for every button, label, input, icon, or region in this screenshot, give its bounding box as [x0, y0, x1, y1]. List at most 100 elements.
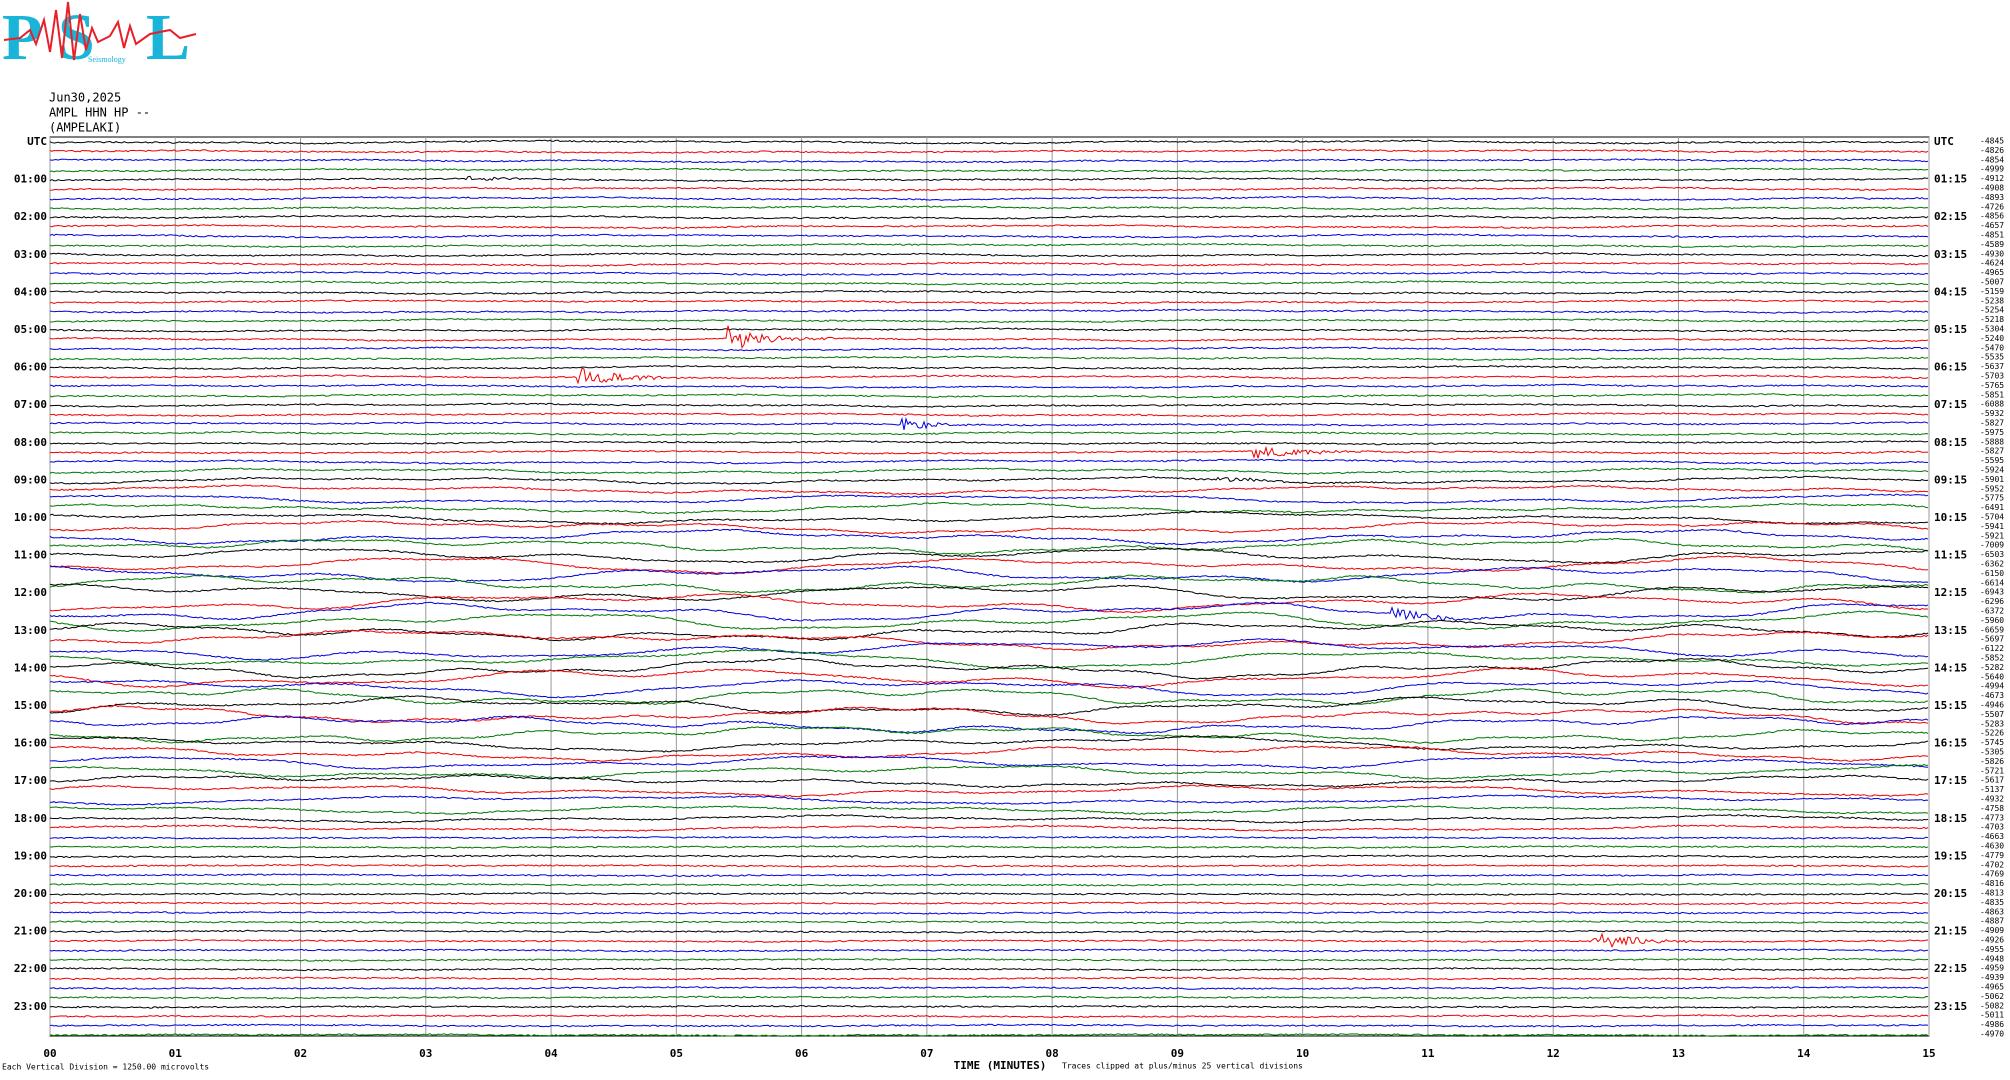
trace: [49, 484, 1929, 496]
hour-label-right: 01:15: [1934, 173, 1967, 186]
hour-label-right: 04:15: [1934, 285, 1967, 298]
trace: [49, 976, 1929, 981]
station: (AMPELAKI): [49, 121, 121, 135]
trace: [49, 794, 1929, 806]
trace-offset: -4773: [1980, 813, 2004, 822]
hour-label-right: 02:15: [1934, 210, 1967, 223]
trace-offset: -5765: [1980, 381, 2004, 390]
trace: [49, 547, 1929, 564]
minute-label: 02: [294, 1047, 307, 1060]
hour-label-left: 05:00: [14, 323, 47, 336]
hour-label-left: 21:00: [14, 925, 47, 938]
trace: [49, 502, 1929, 515]
trace-offset: -5283: [1980, 719, 2004, 728]
trace-offset: -4657: [1980, 221, 2004, 230]
trace-offset: -4758: [1980, 804, 2004, 813]
minute-label: 12: [1547, 1047, 1560, 1060]
trace-offset: -5254: [1980, 306, 2004, 315]
trace-offset: -4769: [1980, 870, 2004, 879]
trace-offset: -6088: [1980, 400, 2004, 409]
trace-offset: -6491: [1980, 503, 2004, 512]
hour-label-left: 01:00: [14, 173, 47, 186]
trace: [49, 805, 1929, 815]
trace: [49, 666, 1929, 689]
trace: [49, 318, 1929, 323]
trace: [49, 327, 1929, 333]
trace-offset: -6372: [1980, 607, 2004, 616]
trace: [49, 705, 1929, 725]
hour-label-right: 14:15: [1934, 661, 1967, 674]
trace: [49, 393, 1929, 399]
minute-label: 14: [1797, 1047, 1811, 1060]
trace: [50, 755, 1929, 770]
trace-offset: -5617: [1980, 776, 2004, 785]
hour-label-left: 09:00: [14, 473, 47, 486]
trace: [49, 715, 1929, 735]
trace: [49, 233, 1929, 239]
trace: [49, 657, 1929, 680]
hour-label-left: 02:00: [14, 210, 47, 223]
trace-offset: -4930: [1980, 249, 2004, 258]
hour-label-right: UTC: [1934, 135, 1954, 148]
trace-offset: -5960: [1980, 616, 2004, 625]
trace-offset: -6362: [1980, 560, 2004, 569]
hour-label-right: 11:15: [1934, 549, 1967, 562]
trace-offset: -5851: [1980, 390, 2004, 399]
logo-subtitle: Seismology: [88, 55, 126, 64]
trace-offset: -4965: [1980, 983, 2004, 992]
trace: [49, 638, 1929, 661]
trace-offset: -5007: [1980, 278, 2004, 287]
trace-offset: -5011: [1980, 1011, 2004, 1020]
channel: AMPL HHN HP --: [49, 106, 150, 120]
trace-offset: -5470: [1980, 343, 2004, 352]
trace-offset: -5697: [1980, 635, 2004, 644]
trace: [49, 957, 1929, 962]
trace: [50, 619, 1929, 642]
hour-label-left: 13:00: [14, 624, 47, 637]
hour-label-right: 12:15: [1934, 586, 1967, 599]
trace: [49, 325, 1929, 349]
hour-label-right: 10:15: [1934, 511, 1967, 524]
trace: [49, 1023, 1929, 1028]
trace: [49, 167, 1929, 173]
trace-offset: -5745: [1980, 738, 2004, 747]
trace-offset: -6150: [1980, 569, 2004, 578]
trace: [49, 467, 1929, 475]
trace: [49, 995, 1929, 1000]
hour-label-left: 03:00: [14, 248, 47, 261]
trace: [49, 402, 1928, 408]
trace: [50, 440, 1929, 446]
trace-offset: -5852: [1980, 654, 2004, 663]
trace: [49, 445, 1929, 460]
trace-offset: -4970: [1980, 1030, 2004, 1039]
hour-label-left: 04:00: [14, 285, 47, 298]
trace: [50, 430, 1929, 436]
trace-offset: -5721: [1980, 766, 2004, 775]
trace-offset: -5640: [1980, 672, 2004, 681]
trace: [49, 383, 1929, 389]
trace-offset: -4955: [1980, 945, 2004, 954]
trace: [49, 475, 1929, 485]
trace: [49, 519, 1929, 535]
trace-offset: -7009: [1980, 541, 2004, 550]
trace: [49, 824, 1929, 832]
trace-offset: -4965: [1980, 268, 2004, 277]
trace-offset: -4589: [1980, 240, 2004, 249]
trace: [49, 986, 1929, 990]
logo: P S L Seismology: [2, 1, 197, 74]
trace-offset: -5535: [1980, 353, 2004, 362]
trace: [49, 565, 1928, 583]
trace: [49, 346, 1929, 352]
trace: [49, 845, 1929, 850]
trace: [49, 932, 1929, 948]
trace: [49, 910, 1929, 915]
trace-offset: -4673: [1980, 691, 2004, 700]
trace: [49, 186, 1929, 192]
trace-offset: -5305: [1980, 748, 2004, 757]
trace-offset: -5595: [1980, 456, 2004, 465]
trace-offset: -4986: [1980, 1020, 2004, 1029]
trace: [49, 948, 1928, 953]
trace-offset: -5082: [1980, 1001, 2004, 1010]
trace-offset: -4826: [1980, 146, 2004, 155]
